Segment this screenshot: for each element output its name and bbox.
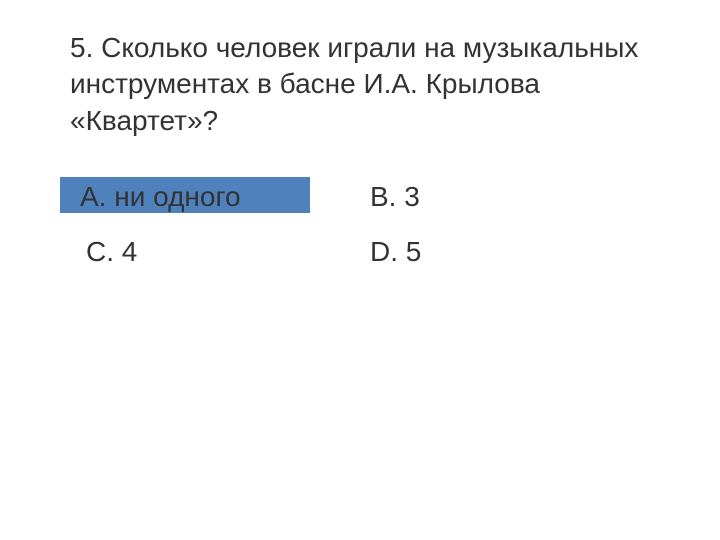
option-c-label: С. 4 xyxy=(86,236,137,267)
option-b[interactable]: В. 3 xyxy=(360,179,650,214)
question-text: 5. Сколько человек играли на музыкальных… xyxy=(70,30,650,139)
option-d[interactable]: D. 5 xyxy=(360,234,650,269)
options-grid: А. ни одного В. 3 С. 4 D. 5 xyxy=(70,179,650,269)
option-d-label: D. 5 xyxy=(370,236,421,267)
option-c[interactable]: С. 4 xyxy=(70,234,360,269)
option-a-label: А. ни одного xyxy=(80,181,241,212)
option-b-label: В. 3 xyxy=(370,181,420,212)
option-a[interactable]: А. ни одного xyxy=(70,179,360,214)
